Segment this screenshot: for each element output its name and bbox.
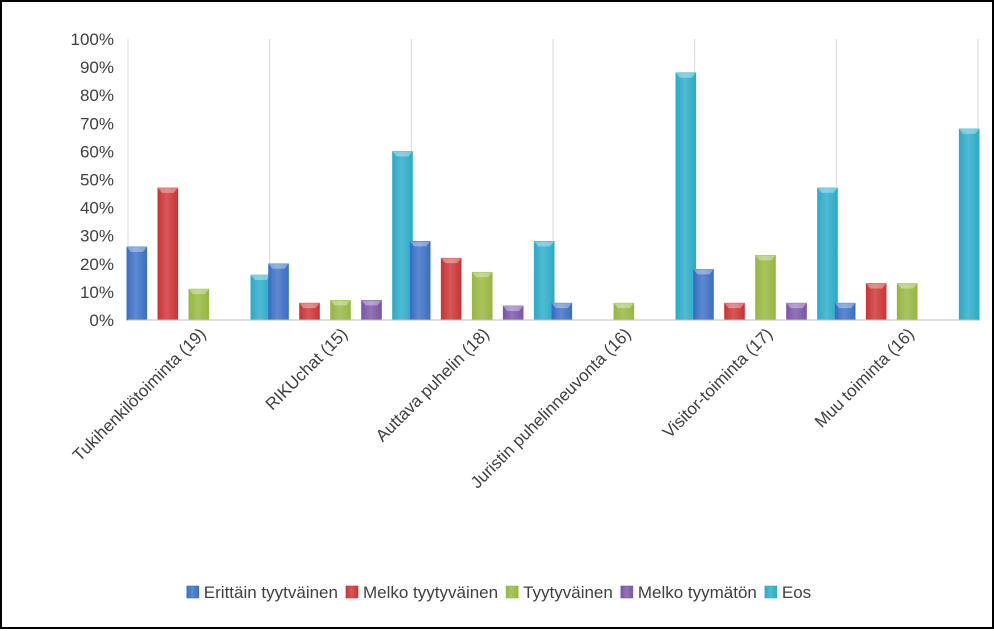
y-tick-label: 50%	[80, 171, 114, 190]
bar-bevel	[299, 303, 320, 309]
bar-bevel	[755, 255, 776, 261]
bar-tyytyvainen-visitor-toiminta-17	[755, 255, 776, 321]
legend-label: Erittäin tyytväinen	[204, 583, 338, 602]
legend-item-eos: Eos	[764, 583, 811, 602]
category-label: Tukihenkilötoiminta (19)	[69, 324, 210, 465]
legend-label: Eos	[782, 583, 811, 602]
bar-eos-rikuchat-15	[392, 151, 413, 321]
y-tick-label: 100%	[71, 30, 114, 49]
legend: Erittäin tyytväinen Melko tyytyväinen Tyyt…	[186, 583, 811, 602]
legend-item-tyytyvainen: Tyytyväinen	[505, 583, 613, 602]
bar-bevel	[675, 72, 696, 78]
y-tick-label: 80%	[80, 86, 114, 105]
category-label: Muu toiminta (16)	[811, 324, 918, 431]
y-tick-label: 90%	[80, 58, 114, 77]
y-tick-label: 0%	[89, 311, 114, 330]
y-tick-label: 30%	[80, 227, 114, 246]
legend-swatch	[186, 585, 200, 599]
bar-eos-tukihenkilotoiminta-19	[250, 274, 272, 321]
bar-bevel	[897, 283, 918, 289]
y-tick-label: 40%	[80, 199, 114, 218]
category-label: Juristin puhelinneuvonta (16)	[467, 324, 635, 492]
legend-label: Melko tyymätön	[638, 583, 757, 602]
bar-bevel	[551, 303, 572, 309]
bar-bevel	[157, 187, 178, 193]
bar-melko-tyytyvainen-auttava-puhelin-18	[440, 257, 462, 321]
bar-bevel	[126, 246, 147, 252]
bar-bevel	[441, 258, 462, 264]
y-axis: 0% 10% 20% 30% 40% 50% 60% 70% 80% 90% 100%	[71, 30, 114, 330]
bar-bevel	[472, 272, 493, 278]
legend-label: Melko tyytyväinen	[363, 583, 498, 602]
bar-erittain-tyytvainen-auttava-puhelin-18	[409, 241, 431, 321]
bar-bevel	[250, 275, 271, 281]
y-tick-label: 70%	[80, 114, 114, 133]
bar-tyytyvainen-auttava-puhelin-18	[471, 271, 493, 321]
bar-bevel	[361, 300, 382, 306]
legend-item-erittain-tyytvainen: Erittäin tyytväinen	[186, 583, 338, 602]
bar-erittain-tyytvainen-visitor-toiminta-17	[693, 269, 714, 321]
legend-swatch	[345, 585, 359, 599]
bar-bevel	[392, 151, 413, 157]
legend-label: Tyytyväinen	[523, 583, 613, 602]
bar-erittain-tyytvainen-tukihenkilotoiminta-19	[126, 246, 148, 321]
bar-eos-muu-toiminta-16	[958, 128, 980, 321]
bar-bevel	[330, 300, 351, 306]
bar-bevel	[786, 303, 807, 309]
bar-bevel	[613, 303, 634, 309]
bar-erittain-tyytvainen-rikuchat-15	[268, 263, 289, 321]
y-tick-label: 20%	[80, 255, 114, 274]
x-tick-labels: Tukihenkilötoiminta (19) RIKUchat (15) Aut…	[69, 324, 918, 492]
bar-eos-auttava-puhelin-18	[533, 241, 555, 321]
bar-bevel	[268, 263, 289, 269]
bar-bevel	[959, 128, 980, 134]
bar-melko-tyytyvainen-tukihenkilotoiminta-19	[157, 187, 179, 321]
bars	[126, 72, 980, 321]
bar-bevel	[503, 305, 524, 311]
bar-bevel	[410, 241, 431, 247]
bar-eos-visitor-toiminta-17	[817, 187, 838, 321]
bar-bevel	[188, 289, 209, 295]
bar-bevel	[534, 241, 555, 247]
bar-bevel	[817, 187, 838, 193]
legend-item-melko-tyytyvainen: Melko tyytyväinen	[345, 583, 498, 602]
category-label: Auttava puhelin (18)	[372, 324, 493, 445]
y-tick-label: 60%	[80, 142, 114, 161]
legend-swatch	[620, 585, 634, 599]
legend-swatch	[505, 585, 519, 599]
bar-bevel	[693, 269, 714, 275]
category-label: RIKUchat (15)	[262, 324, 352, 414]
bar-melko-tyytyvainen-muu-toiminta-16	[865, 283, 887, 321]
legend-item-melko-tyymaton: Melko tyymätön	[620, 583, 757, 602]
bar-bevel	[866, 283, 887, 289]
legend-swatch	[764, 585, 778, 599]
bar-bevel	[835, 303, 856, 309]
bar-eos-juristin-puhelinneuvonta-16	[675, 72, 697, 321]
bar-tyytyvainen-muu-toiminta-16	[896, 283, 918, 321]
bar-bevel	[724, 303, 745, 309]
category-label: Visitor-toiminta (17)	[659, 324, 776, 441]
y-tick-label: 10%	[80, 283, 114, 302]
